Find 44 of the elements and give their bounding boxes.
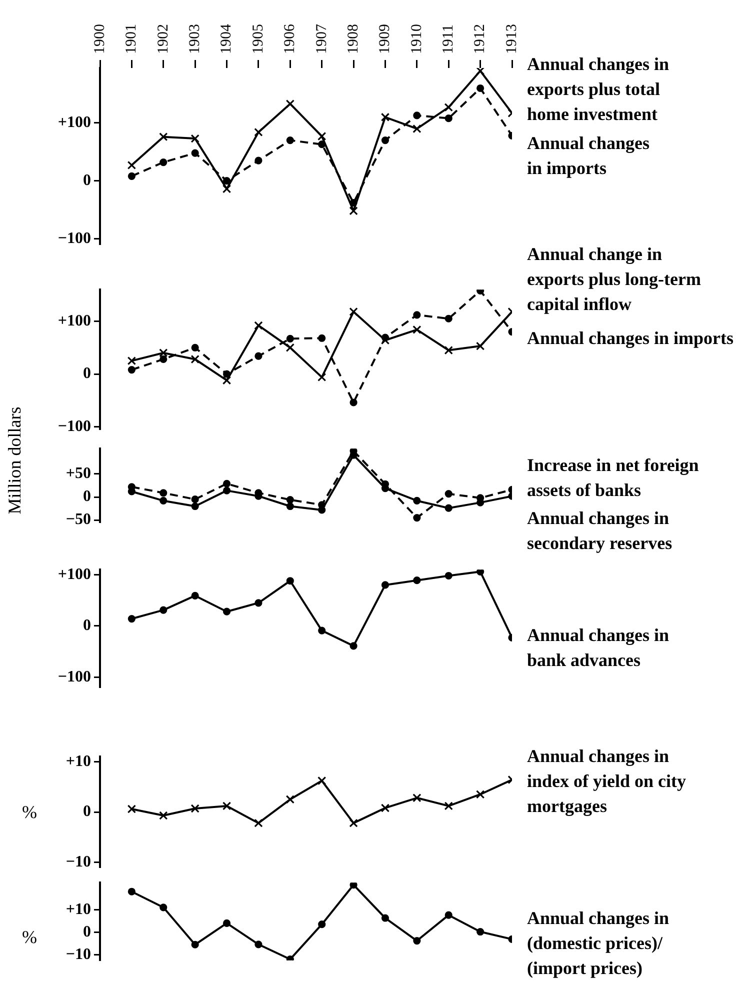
series-label: Annual changes in (domestic prices)/ (import prices) [527, 907, 670, 980]
y-tick-label: −100 [58, 230, 91, 247]
x-tick-label: 1901 [124, 24, 140, 54]
y-tick-label: −100 [58, 418, 91, 435]
y-tick-label: 0 [83, 172, 91, 189]
x-tick-label: 1913 [504, 24, 520, 54]
y-tick-label: 0 [83, 923, 91, 940]
y-tick-label: +50 [66, 465, 91, 482]
y-tick-label: +10 [66, 900, 91, 918]
y-tick-label: −50 [66, 511, 91, 528]
y-tick-label: 0 [83, 488, 91, 506]
x-tick-label: 1912 [472, 24, 488, 54]
y-tick-label: +100 [58, 114, 91, 132]
y-axis-title: % [22, 926, 37, 948]
y-tick-label: 0 [83, 365, 91, 382]
x-tick-label: 1909 [377, 24, 394, 54]
x-tick-label: 1911 [440, 24, 457, 54]
y-tick-label: 0 [83, 803, 91, 820]
x-tick-label: 1902 [155, 24, 172, 54]
y-tick-label: +100 [58, 312, 91, 330]
y-axis-title: Million dollars [4, 406, 25, 514]
series-label: Increase in net foreign assets of banks [527, 454, 700, 502]
series-label: Annual changes in secondary reserves [527, 507, 674, 555]
y-tick-label: 0 [83, 617, 91, 634]
y-tick-label: −10 [66, 854, 91, 871]
x-tick-label: 1910 [408, 24, 425, 54]
series-label: Annual changes in bank advances [527, 624, 670, 672]
x-tick-label: 1908 [345, 24, 362, 54]
x-tick-label: 1903 [187, 24, 204, 54]
x-tick-label: 1905 [250, 24, 266, 54]
legend-label: Annual changes in exports plus total home investment [527, 53, 670, 126]
y-tick-label: +10 [66, 752, 91, 770]
series-label: Annual changes in imports [527, 327, 735, 350]
x-tick-label: 1906 [282, 24, 298, 54]
x-tick-label: 1900 [92, 24, 108, 54]
x-tick-label: 1907 [314, 24, 330, 54]
y-tick-label: −100 [58, 668, 91, 686]
series-label: Annual change in exports plus long-term capital inflow [527, 243, 702, 316]
y-tick-label: +100 [58, 566, 91, 583]
x-tick-label: 1904 [218, 24, 235, 54]
y-axis-title: % [22, 802, 37, 822]
series-label: Annual changes in index of yield on city mortgages [527, 745, 687, 818]
y-tick-label: −10 [66, 946, 91, 963]
series-label: Annual changes in imports [527, 132, 651, 180]
